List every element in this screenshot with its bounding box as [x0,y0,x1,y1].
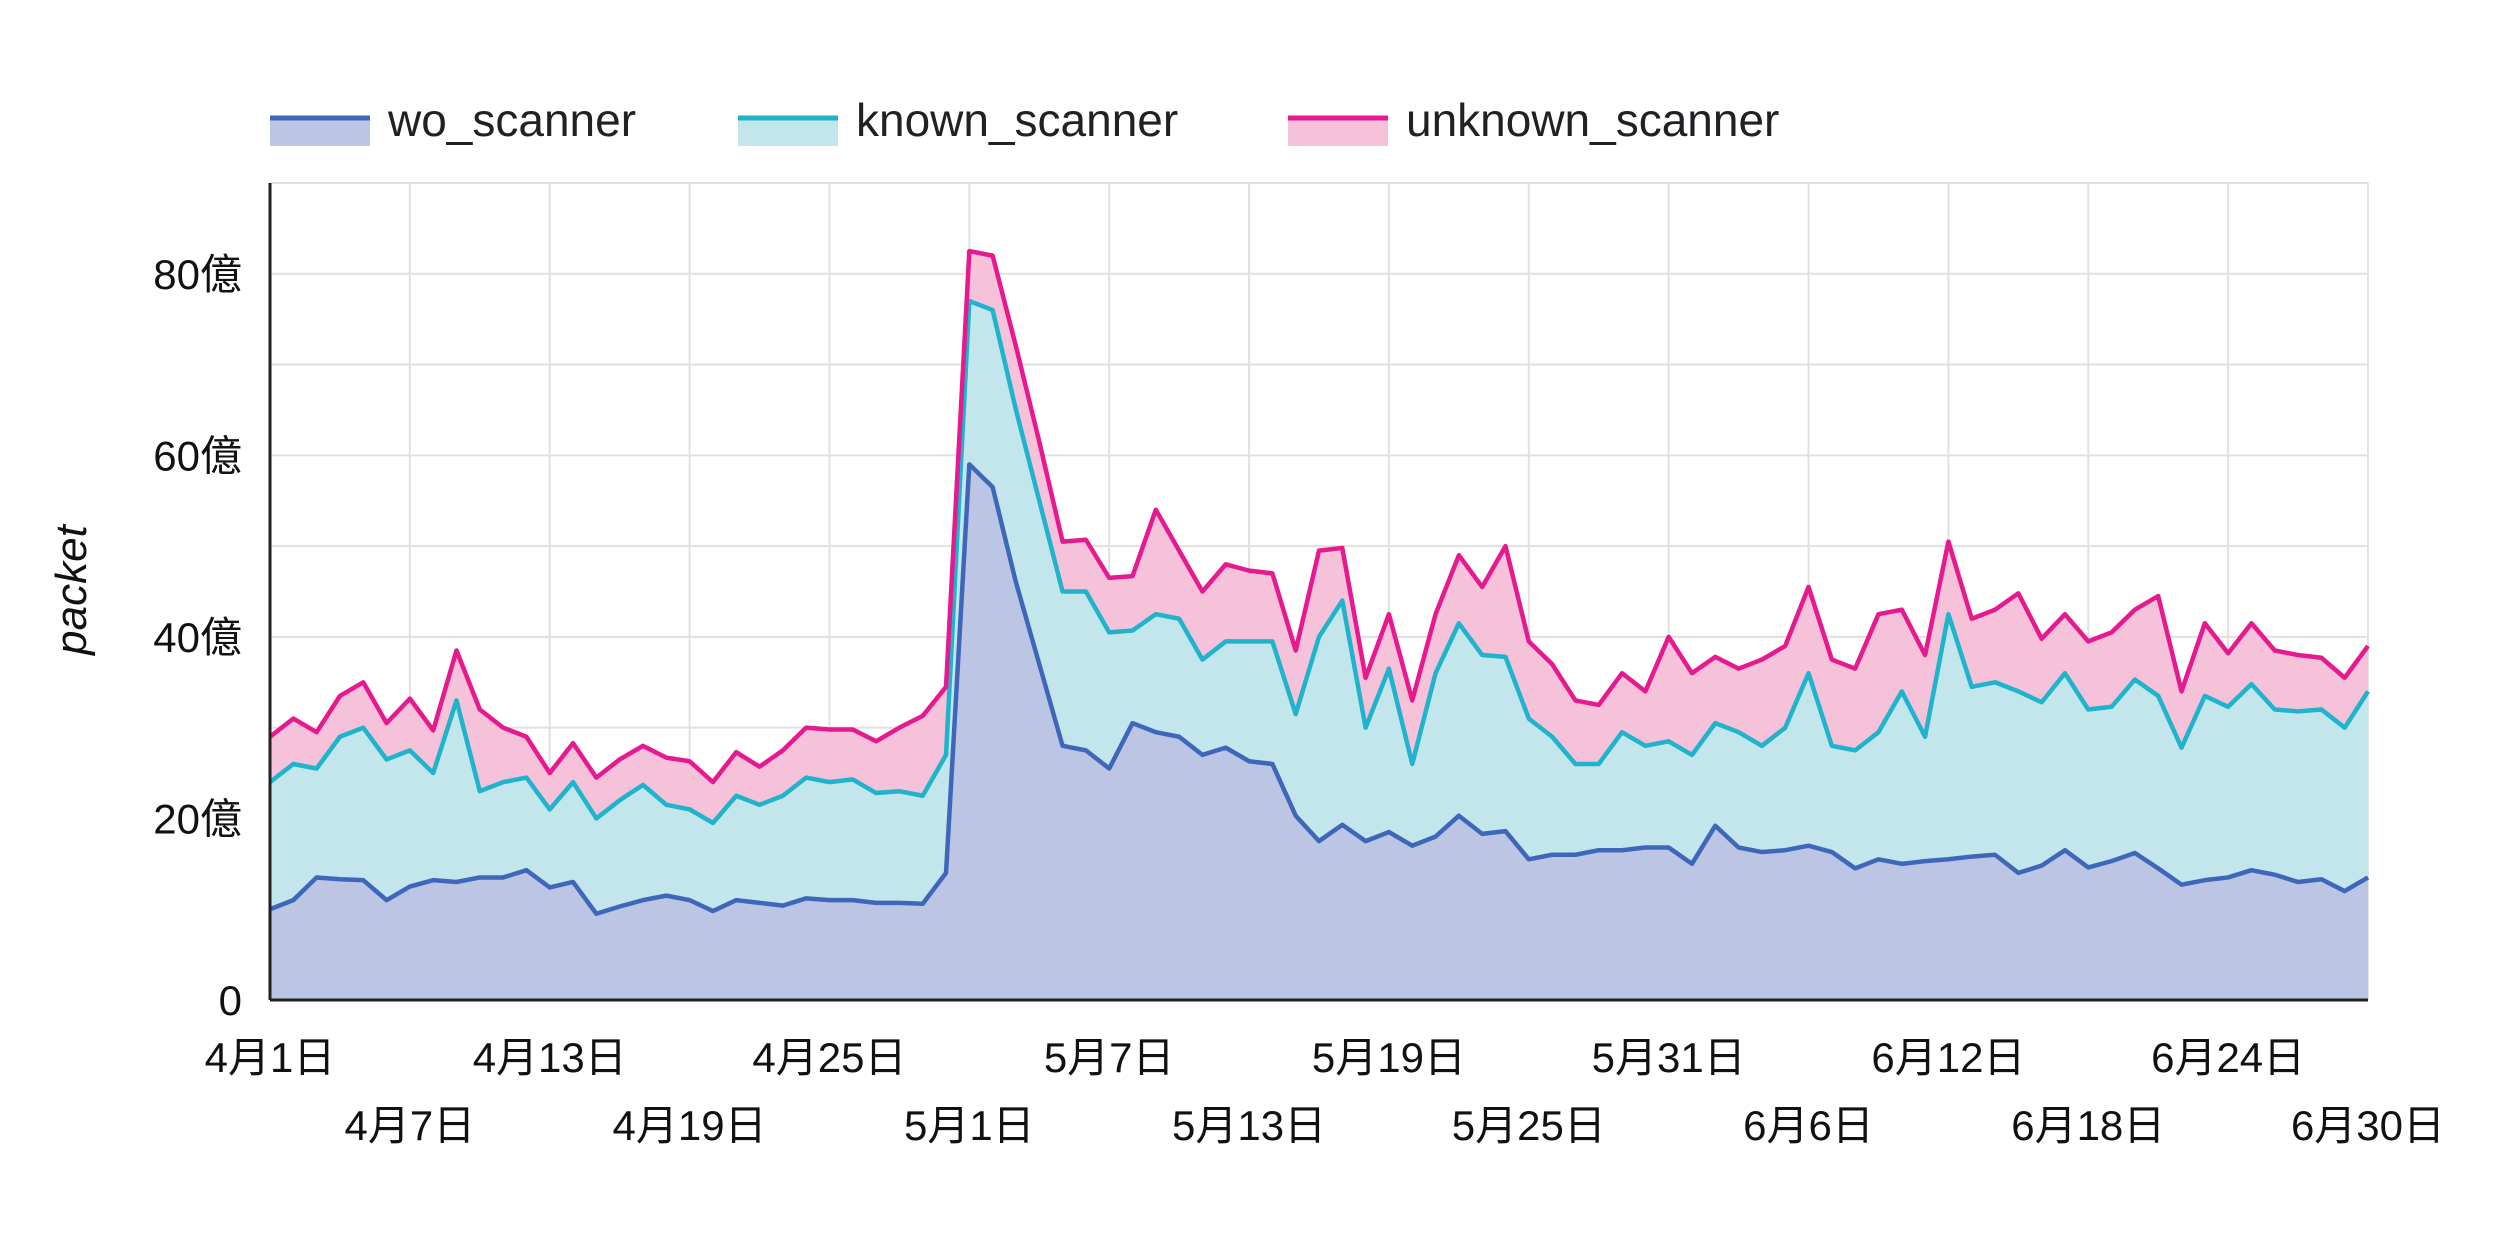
legend-swatch-known_scanner [738,116,838,146]
x-tick-label: 4月1日 [205,1034,336,1081]
x-tick-label: 5月19日 [1312,1034,1466,1081]
line-wo_scanner [269,462,2370,917]
line-known_scanner [268,298,2370,826]
x-axis-tick-labels: 4月1日 4月13日 4月25日 5月7日 5月19日 5月31日 6月12日 6月24日 4月… [205,1034,2445,1149]
legend-label-wo_scanner: wo_scanner [387,94,636,146]
line-unknown_scanner [268,248,2370,785]
x-tick-label: 6月30日 [2291,1102,2445,1149]
y-axis-tick-labels: 0 20億 40億 60億 80億 [153,251,242,1024]
x-tick-label: 6月18日 [2011,1102,2165,1149]
y-tick-label: 0 [219,977,242,1024]
legend-swatch-wo_scanner [270,116,370,146]
x-tick-label: 5月1日 [904,1102,1035,1149]
series-lines [268,248,2370,917]
legend-label-unknown_scanner: unknown_scanner [1406,94,1779,146]
series-areas [270,251,2368,1000]
legend-swatch-unknown_scanner [1288,116,1388,146]
area-known_scanner [270,301,2368,1000]
x-tick-label: 4月19日 [613,1102,767,1149]
x-tick-label: 5月13日 [1172,1102,1326,1149]
x-tick-label: 5月31日 [1592,1034,1746,1081]
y-axis-label: packet [47,523,96,656]
x-tick-label: 4月13日 [473,1034,627,1081]
x-tick-label: 5月25日 [1452,1102,1606,1149]
x-tick-label: 5月7日 [1044,1034,1175,1081]
x-tick-label: 6月12日 [1871,1034,2025,1081]
x-tick-label: 6月6日 [1743,1102,1874,1149]
y-tick-label: 60億 [153,432,242,479]
y-tick-label: 20億 [153,795,242,842]
x-tick-label: 4月25日 [752,1034,906,1081]
area-wo_scanner [270,464,2368,1000]
y-tick-label: 80億 [153,251,242,298]
legend: wo_scanner known_scanner unknown_scanner [270,94,1779,146]
x-tick-label: 4月7日 [345,1102,476,1149]
legend-label-known_scanner: known_scanner [856,94,1178,146]
y-tick-label: 40億 [153,614,242,661]
x-tick-label: 6月24日 [2151,1034,2305,1081]
axes [268,183,2368,1002]
